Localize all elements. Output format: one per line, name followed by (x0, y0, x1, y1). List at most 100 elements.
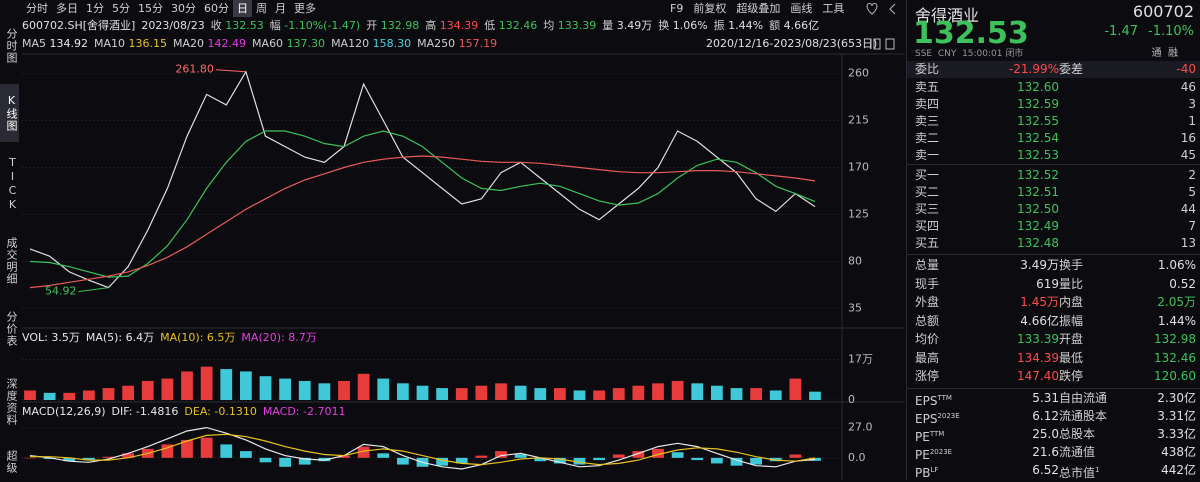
y-tick-label: 17万 (848, 353, 873, 366)
toolbar-icons[interactable] (862, 2, 902, 16)
cell-text: 换手 (1059, 258, 1084, 272)
side-tab[interactable]: 成交明细 (5, 237, 18, 285)
tags: 通 融 (1151, 48, 1178, 59)
cell: EPS2023E (915, 408, 960, 426)
chart-area: 35 80 125 170 215 260 261.80 54.92 0 17万 0.0 27.0 (22, 53, 905, 480)
cell: PETTM (915, 426, 945, 444)
bar (161, 378, 174, 400)
cell: 6.52 (1032, 462, 1059, 479)
quote-label: 额 (769, 19, 781, 32)
cell: 卖三 (915, 113, 939, 130)
cell: 46 (1181, 79, 1196, 96)
cell: 132.52 (1017, 167, 1059, 184)
side-tab[interactable]: TICK (6, 156, 19, 212)
bar (279, 378, 292, 400)
period-tab[interactable]: 多日 (56, 2, 78, 15)
cell-text: 买三 (915, 202, 940, 216)
cell-text: 3.33亿 (1157, 427, 1196, 441)
bar (318, 383, 331, 400)
bar (573, 457, 586, 465)
cell: 卖五 (915, 79, 939, 96)
quote-item: 低 132.46 (484, 18, 537, 34)
bar (671, 380, 684, 400)
quote-item: 额 4.66亿 (769, 18, 819, 34)
cell: 外盘 (915, 294, 939, 311)
cell: 1.06% (1158, 257, 1196, 274)
tool-button[interactable]: 前复权 (693, 2, 727, 15)
cell-sup: TTM (929, 430, 945, 438)
cell-text: 132.46 (1154, 350, 1196, 365)
side-tab[interactable]: 分时图 (5, 28, 18, 64)
cell-text: 16 (1180, 131, 1196, 145)
bar (141, 380, 154, 400)
bar (102, 388, 115, 400)
cell: 1.45万 (1020, 294, 1059, 311)
indicator-value: DEA: -0.1310 (184, 405, 257, 418)
quote-label: 振 (713, 19, 725, 32)
cell: 跌停 (1059, 368, 1083, 385)
cell-text: PE (915, 430, 930, 444)
tool-button[interactable]: 工具 (822, 2, 845, 15)
period-tab[interactable]: 月 (275, 2, 286, 15)
cell: 132.49 (1017, 218, 1059, 235)
cell: 卖二 (915, 130, 939, 147)
bar (377, 453, 390, 458)
indicator-value: MA(5): 6.4万 (85, 331, 155, 344)
cell: 3.49万 (1020, 257, 1059, 274)
bar (377, 378, 390, 400)
period-tab[interactable]: 周 (256, 2, 267, 15)
tool-button[interactable]: 画线 (790, 2, 813, 15)
period-tab[interactable]: 更多 (294, 2, 316, 15)
bar (710, 457, 723, 464)
cell-text: 买二 (915, 185, 940, 199)
cell: 振幅 (1059, 313, 1083, 330)
stats-divider (907, 254, 1200, 255)
cell-text: 5 (1188, 185, 1196, 199)
cell-text: 2.30亿 (1157, 391, 1196, 405)
side-tab[interactable]: 分价表 (5, 311, 18, 347)
tool-button[interactable]: 超级叠加 (736, 2, 781, 15)
stock-code: 600702.SH[舍得酒业] (22, 19, 136, 32)
cell: 132.46 (1154, 350, 1196, 367)
cell-text: 44 (1180, 202, 1196, 216)
cell: 25.0 (1032, 426, 1059, 443)
cell-text: 最低 (1059, 350, 1084, 365)
tool-button[interactable]: F9 (670, 2, 684, 15)
side-tab[interactable]: 深度资料 (5, 378, 18, 426)
quote-label: 幅 (269, 19, 281, 32)
period-tab[interactable]: 60分 (204, 2, 229, 15)
cell: 3 (1188, 96, 1196, 113)
cell: 120.60 (1154, 368, 1196, 385)
period-tab[interactable]: 5分 (112, 2, 130, 15)
volume-header: VOL: 3.5万 MA(5): 6.4万 MA(10): 6.5万 MA(20): … (22, 330, 317, 346)
side-tab[interactable]: K线图 (0, 84, 19, 142)
period-tab[interactable]: 15分 (138, 2, 163, 15)
bar (82, 457, 95, 461)
cell: 卖四 (915, 96, 939, 113)
cell: -21.99% (1009, 61, 1059, 78)
side-tab[interactable]: 超级 (5, 450, 18, 474)
cell-text: 总量 (915, 258, 940, 272)
bar (691, 383, 704, 400)
cell-text: 132.55 (1017, 114, 1059, 128)
period-tab[interactable]: 日 (233, 0, 252, 17)
cell-sup: 2023E (929, 448, 953, 456)
quote-value: 132.53 (225, 19, 264, 32)
cell: 委比 (915, 61, 939, 78)
bar (730, 457, 743, 466)
ma-name: MA120 (331, 37, 370, 50)
cell-text: 132.48 (1017, 236, 1059, 250)
period-tab[interactable]: 分时 (26, 2, 48, 15)
period-tab[interactable]: 30分 (171, 2, 196, 15)
cell-text: 流通值 (1059, 445, 1096, 459)
bar (475, 455, 488, 458)
quote-value: -1.10%(-1.47) (284, 19, 361, 32)
period-tab[interactable]: 1分 (86, 2, 104, 15)
quote-panel: 舍得酒业 600702 132.53 -1.47 -1.10% SSE CNY … (907, 0, 1200, 480)
quote-label: 开 (366, 19, 378, 32)
y-tick-label: 170 (848, 161, 869, 174)
cell: 147.40 (1017, 368, 1059, 385)
range-icons[interactable] (868, 38, 898, 50)
ma-value: 142.49 (207, 37, 247, 50)
bar (63, 392, 76, 400)
